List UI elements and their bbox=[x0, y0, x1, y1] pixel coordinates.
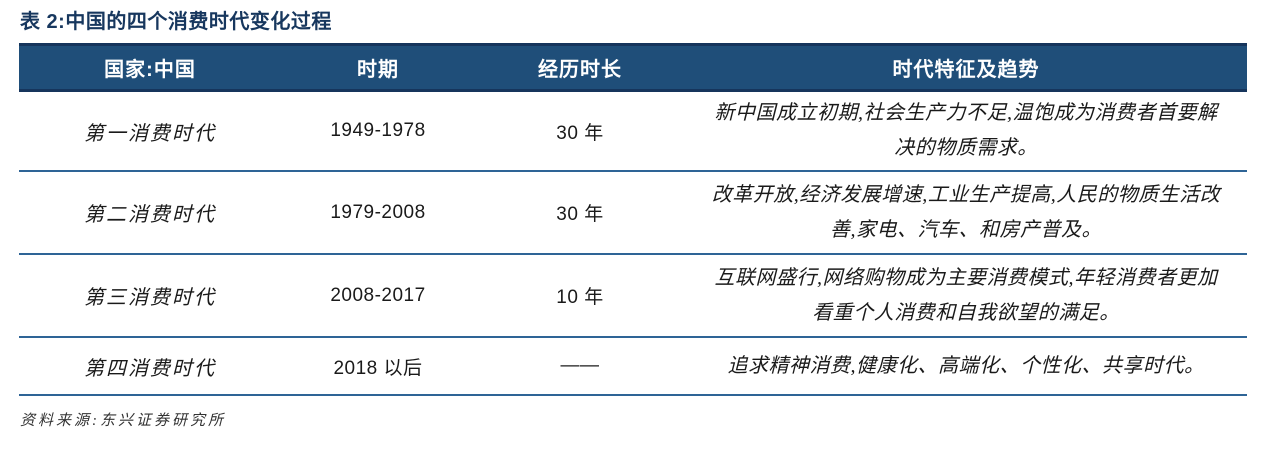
research-report-table-figure: 表 2:中国的四个消费时代变化过程 国家:中国 时期 经历时长 时代特征及趋势 … bbox=[0, 10, 1270, 460]
period-cell: 1979-2008 bbox=[281, 171, 475, 255]
period-cell: 2018 以后 bbox=[281, 337, 475, 396]
era-cell: 第二消费时代 bbox=[19, 171, 281, 255]
header-features: 时代特征及趋势 bbox=[685, 43, 1247, 92]
era-cell: 第一消费时代 bbox=[19, 90, 281, 172]
table-row-era-3: 第三消费时代 2008-2017 10 年 互联网盛行,网络购物成为主要消费模式… bbox=[19, 254, 1247, 338]
table-row-era-4: 第四消费时代 2018 以后 —— 追求精神消费,健康化、高端化、个性化、共享时… bbox=[19, 337, 1247, 396]
table-title: 表 2:中国的四个消费时代变化过程 bbox=[20, 11, 332, 33]
table-row-era-1: 第一消费时代 1949-1978 30 年 新中国成立初期,社会生产力不足,温饱… bbox=[19, 90, 1247, 172]
desc-cell: 追求精神消费,健康化、高端化、个性化、共享时代。 bbox=[685, 337, 1247, 396]
desc-cell: 改革开放,经济发展增速,工业生产提高,人民的物质生活改善,家电、汽车、和房产普及… bbox=[685, 171, 1247, 255]
desc-cell: 新中国成立初期,社会生产力不足,温饱成为消费者首要解决的物质需求。 bbox=[685, 90, 1247, 172]
table-row-era-2: 第二消费时代 1979-2008 30 年 改革开放,经济发展增速,工业生产提高… bbox=[19, 171, 1247, 255]
desc-cell: 互联网盛行,网络购物成为主要消费模式,年轻消费者更加看重个人消费和自我欲望的满足… bbox=[685, 254, 1247, 338]
source-note: 资料来源:东兴证券研究所 bbox=[20, 413, 226, 429]
consumption-era-table: 国家:中国 时期 经历时长 时代特征及趋势 第一消费时代 1949-1978 3… bbox=[19, 43, 1247, 396]
period-cell: 2008-2017 bbox=[281, 254, 475, 338]
header-country: 国家:中国 bbox=[19, 43, 281, 92]
duration-cell: 30 年 bbox=[475, 171, 685, 255]
duration-cell: 30 年 bbox=[475, 90, 685, 172]
header-duration: 经历时长 bbox=[475, 43, 685, 92]
period-cell: 1949-1978 bbox=[281, 90, 475, 172]
header-period: 时期 bbox=[281, 43, 475, 92]
table-header-row: 国家:中国 时期 经历时长 时代特征及趋势 bbox=[19, 43, 1247, 92]
duration-cell: —— bbox=[475, 337, 685, 396]
era-cell: 第三消费时代 bbox=[19, 254, 281, 338]
era-cell: 第四消费时代 bbox=[19, 337, 281, 396]
duration-cell: 10 年 bbox=[475, 254, 685, 338]
